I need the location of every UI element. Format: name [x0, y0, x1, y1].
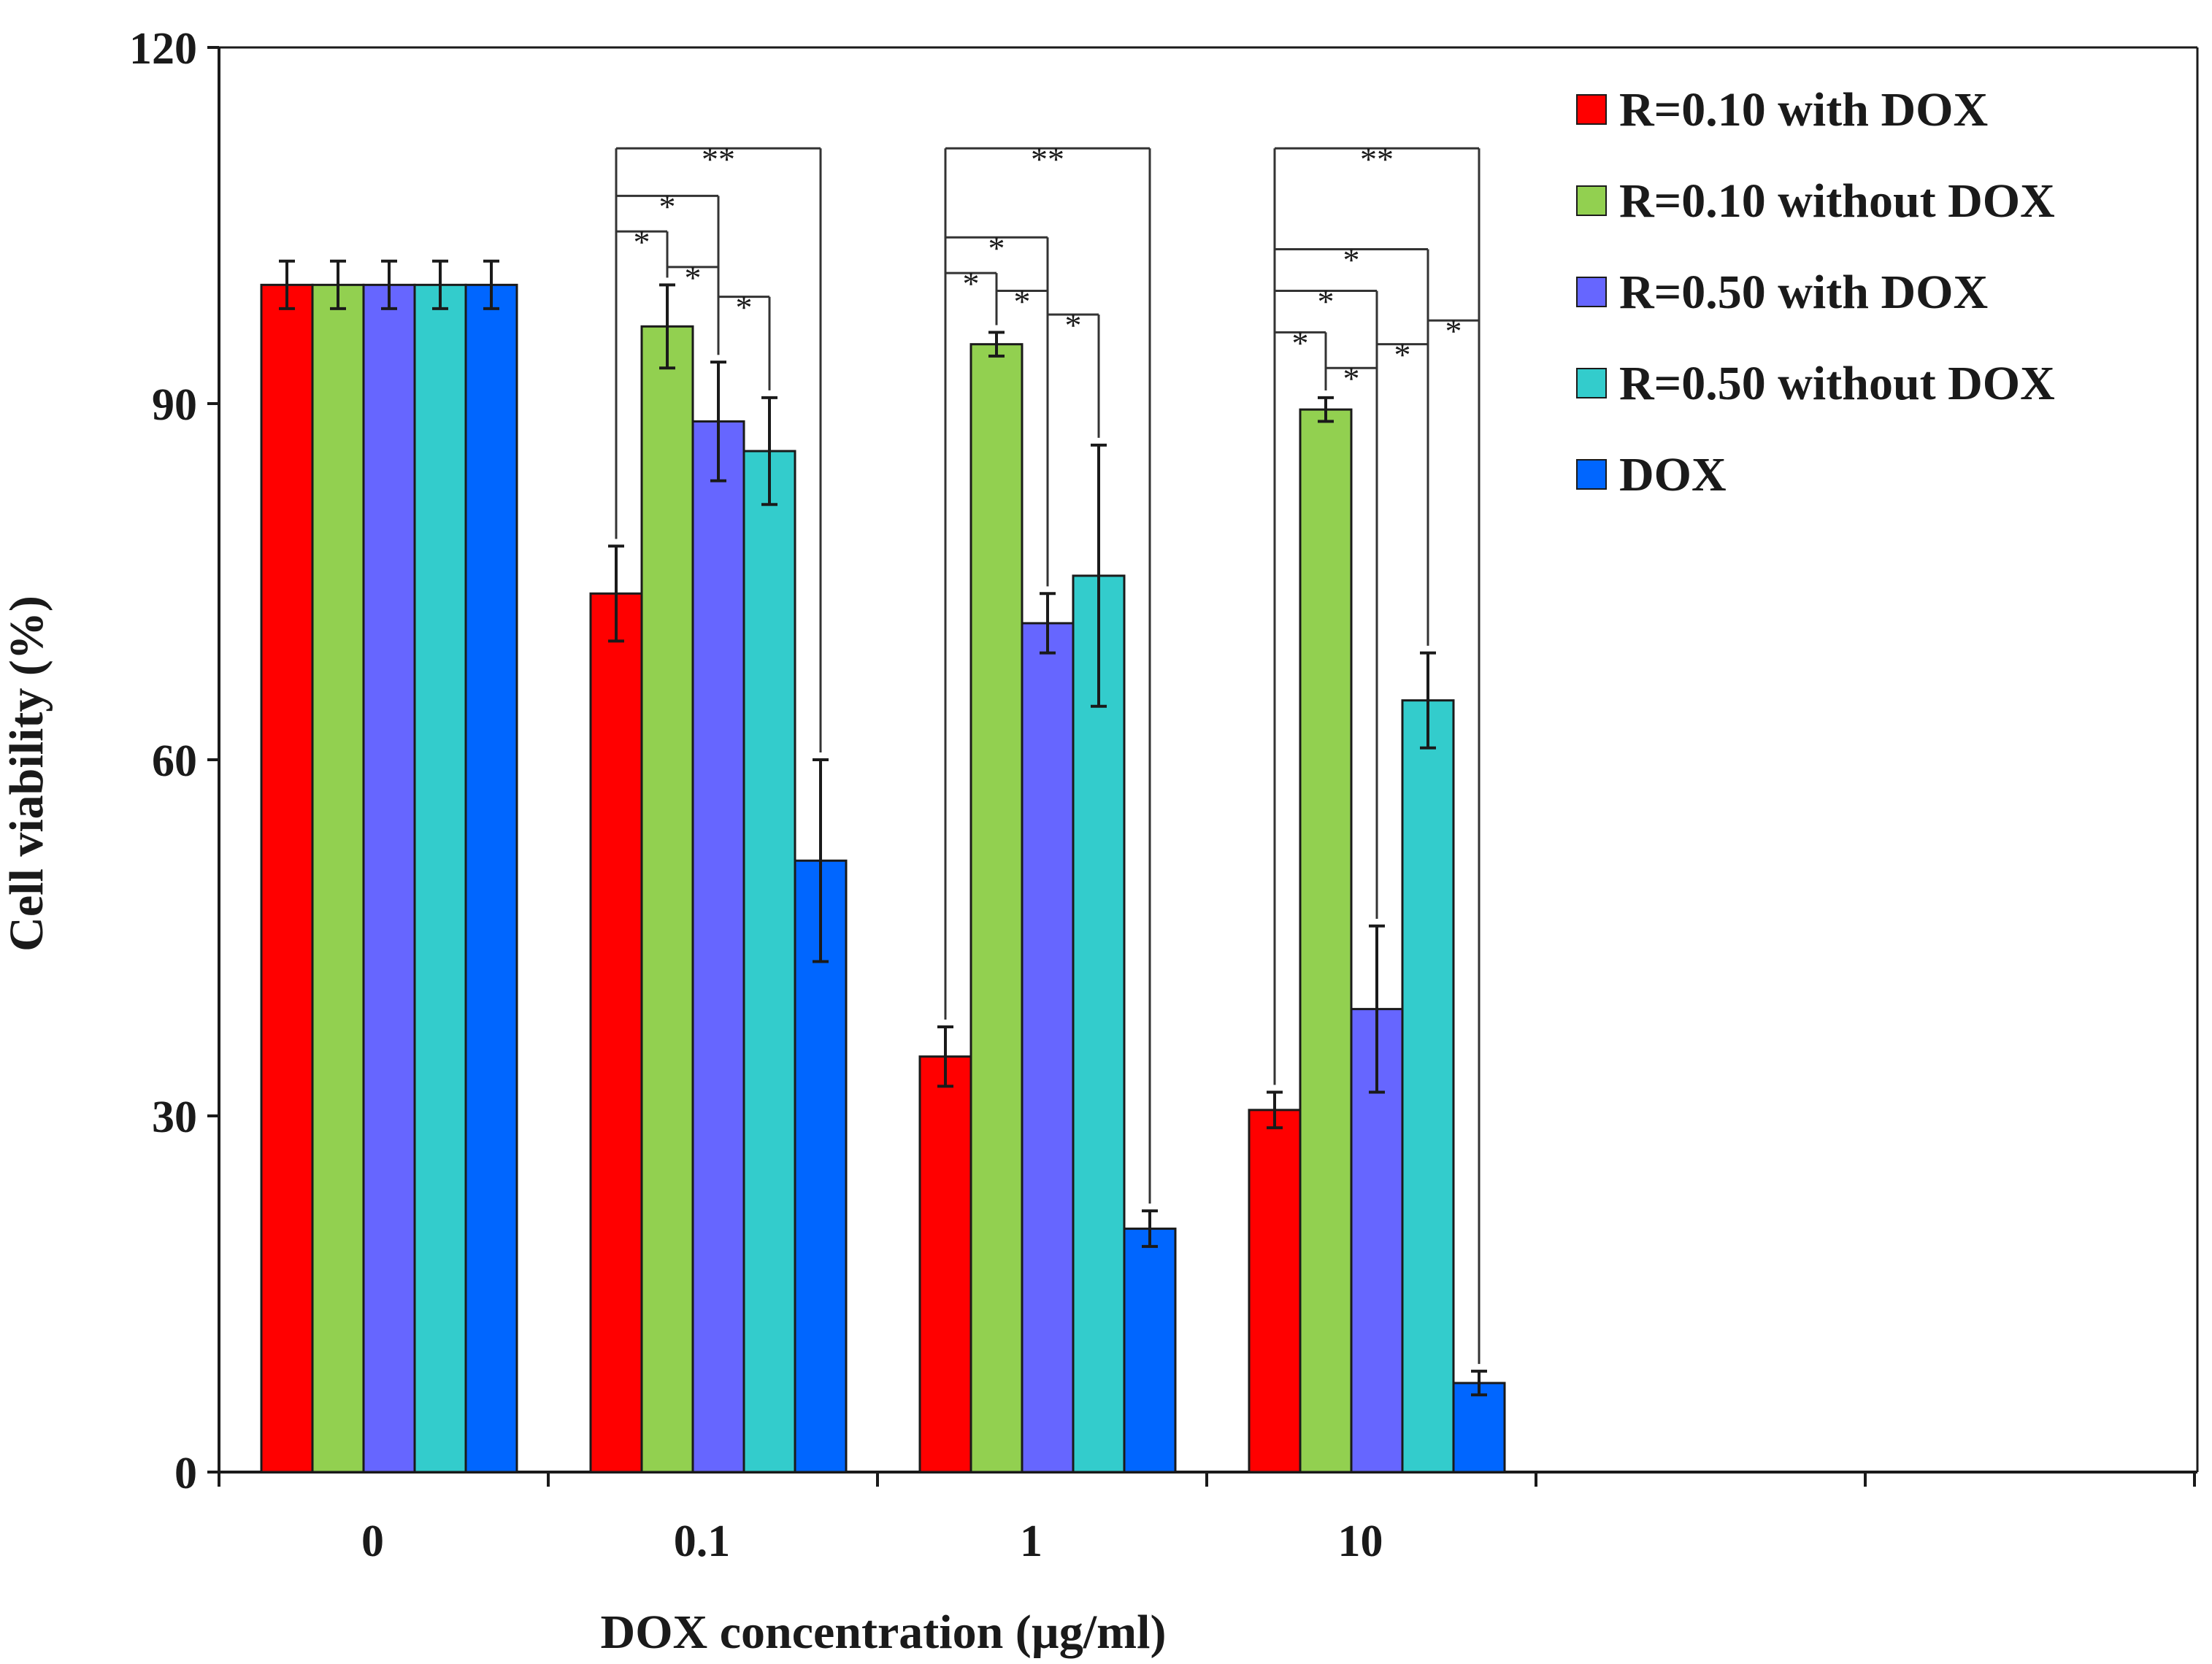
bar [969, 343, 1024, 1474]
significance-label: * [634, 223, 650, 261]
bar [413, 283, 467, 1474]
bar [1350, 1008, 1404, 1474]
legend-label: R=0.10 with DOX [1619, 83, 1988, 136]
significance-label: ** [1360, 140, 1394, 177]
bar [1452, 1382, 1506, 1474]
y-tick-label: 90 [152, 380, 197, 430]
significance-label: * [1318, 282, 1335, 320]
significance-label: * [988, 229, 1005, 266]
legend-swatch [1576, 94, 1607, 125]
bar [1123, 1228, 1177, 1474]
significance-label: * [1394, 336, 1411, 374]
legend-label: DOX [1619, 448, 1727, 501]
bar [742, 450, 796, 1474]
legend-label: R=0.50 with DOX [1619, 266, 1988, 319]
significance-brackets: ********** ********** [615, 140, 1481, 1364]
legend-swatch [1576, 185, 1607, 216]
significance-label: * [1445, 312, 1462, 350]
x-tick-label: 0.1 [674, 1517, 731, 1566]
significance-label: * [1014, 282, 1031, 320]
x-axis: 0 0.1 1 10 [218, 1472, 2196, 1566]
x-tick-label: 10 [1338, 1517, 1383, 1566]
y-tick-label: 60 [152, 736, 197, 786]
bar [1021, 622, 1075, 1474]
bar [464, 283, 518, 1474]
significance-label: ** [702, 140, 735, 177]
bar [589, 592, 643, 1474]
y-axis: 0 30 60 90 120 [129, 24, 219, 1498]
legend-label: R=0.50 without DOX [1619, 357, 2055, 410]
bar [1401, 699, 1455, 1474]
bar [362, 283, 416, 1474]
bar [260, 283, 314, 1474]
y-tick-label: 30 [152, 1093, 197, 1142]
significance-label: * [1343, 242, 1360, 279]
legend-label: R=0.10 without DOX [1619, 174, 2055, 228]
bar [1072, 574, 1126, 1474]
x-tick-label: 1 [1020, 1517, 1042, 1566]
bar [1299, 408, 1353, 1474]
y-tick-label: 120 [129, 24, 197, 74]
significance-label: * [736, 289, 753, 326]
significance-label: * [1343, 360, 1360, 397]
legend-swatch [1576, 368, 1607, 398]
bar [691, 420, 745, 1474]
legend: R=0.10 with DOX R=0.10 without DOX R=0.50 … [1576, 83, 2055, 501]
significance-label: * [685, 259, 702, 296]
y-tick-label: 0 [174, 1449, 197, 1498]
significance-label: * [1065, 307, 1082, 344]
bars [260, 283, 1506, 1474]
bar [640, 325, 694, 1474]
error-bars [279, 259, 1487, 1397]
significance-label: * [963, 265, 980, 302]
legend-swatch [1576, 459, 1607, 490]
bar [918, 1055, 972, 1474]
y-axis-title: Cell viability (%) [0, 596, 53, 952]
bar [311, 283, 365, 1474]
x-axis-title: DOX concentration (µg/ml) [601, 1606, 1167, 1659]
significance-label: * [659, 188, 676, 225]
bar [1248, 1109, 1302, 1474]
significance-label: ** [1031, 140, 1064, 177]
legend-swatch [1576, 277, 1607, 307]
x-tick-label: 0 [361, 1517, 384, 1566]
significance-label: * [1292, 324, 1309, 361]
